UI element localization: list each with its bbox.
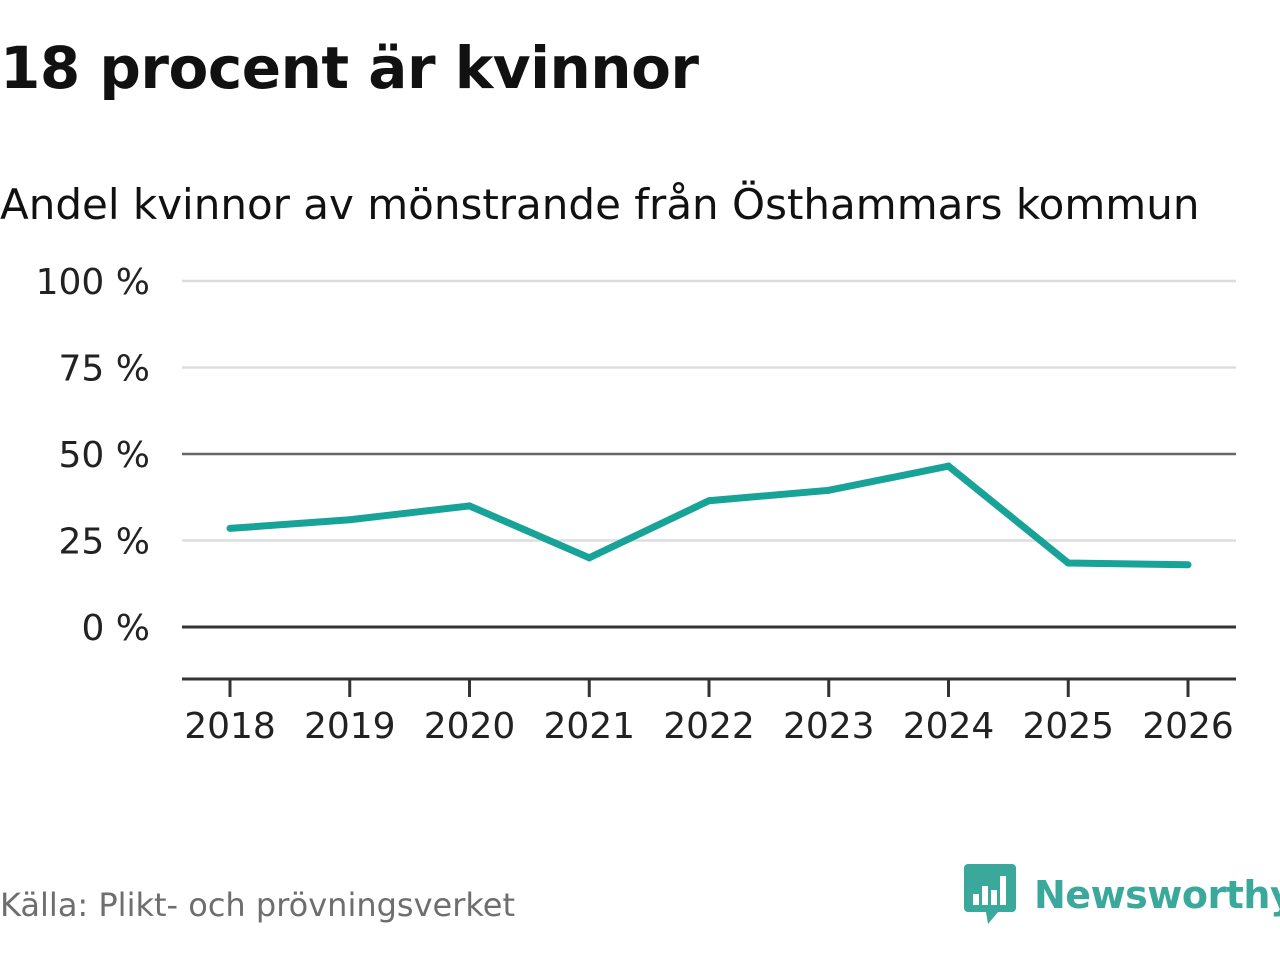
- series-layer: [226, 462, 1192, 569]
- y-tick-label: 0 %: [81, 608, 150, 649]
- series-line: [229, 462, 1189, 569]
- line-chart: 0 % 25 % 50 % 75 % 100 % 2018 2019 2020 2021 202…: [36, 262, 1236, 747]
- data-point-2018: [226, 524, 234, 532]
- x-tick-label: 2018: [184, 706, 276, 747]
- data-point-2021: [585, 554, 593, 562]
- x-tick-label: 2025: [1022, 706, 1114, 747]
- x-tick-label: 2026: [1142, 706, 1234, 747]
- data-point-2023: [825, 486, 833, 494]
- source-note: Källa: Plikt- och prövningsverket: [0, 886, 515, 924]
- data-point-2020: [466, 502, 473, 510]
- y-tick-label: 50 %: [59, 435, 150, 476]
- x-tick-label: 2022: [663, 706, 755, 747]
- y-axis-tick-labels: 0 % 25 % 50 % 75 % 100 %: [36, 262, 150, 649]
- gridlines: [182, 279, 1236, 629]
- x-tick-label: 2019: [304, 706, 396, 747]
- chart-subtitle: Andel kvinnor av mönstrande från Östhamm…: [0, 180, 1200, 229]
- x-tick-label: 2020: [424, 706, 516, 747]
- brand-name: Newsworthy: [1034, 873, 1280, 917]
- chart-title: 18 procent är kvinnor: [0, 34, 699, 102]
- x-tick-label: 2021: [543, 706, 635, 747]
- y-tick-label: 25 %: [59, 522, 150, 563]
- data-point-2019: [346, 516, 354, 524]
- data-point-2024: [945, 462, 952, 470]
- data-point-2025: [1064, 559, 1072, 567]
- newsworthy-logo-icon: [964, 864, 1016, 924]
- x-tick-label: 2023: [783, 706, 875, 747]
- y-tick-label: 100 %: [36, 262, 150, 303]
- x-axis: 2018 2019 2020 2021 2022 2023 2024 2025 2026: [182, 677, 1236, 747]
- data-point-2022: [705, 497, 713, 505]
- data-point-2026: [1184, 561, 1192, 569]
- brand-logo: Newsworthy: [964, 864, 1280, 926]
- x-tick-label: 2024: [903, 706, 995, 747]
- y-tick-label: 75 %: [59, 349, 150, 390]
